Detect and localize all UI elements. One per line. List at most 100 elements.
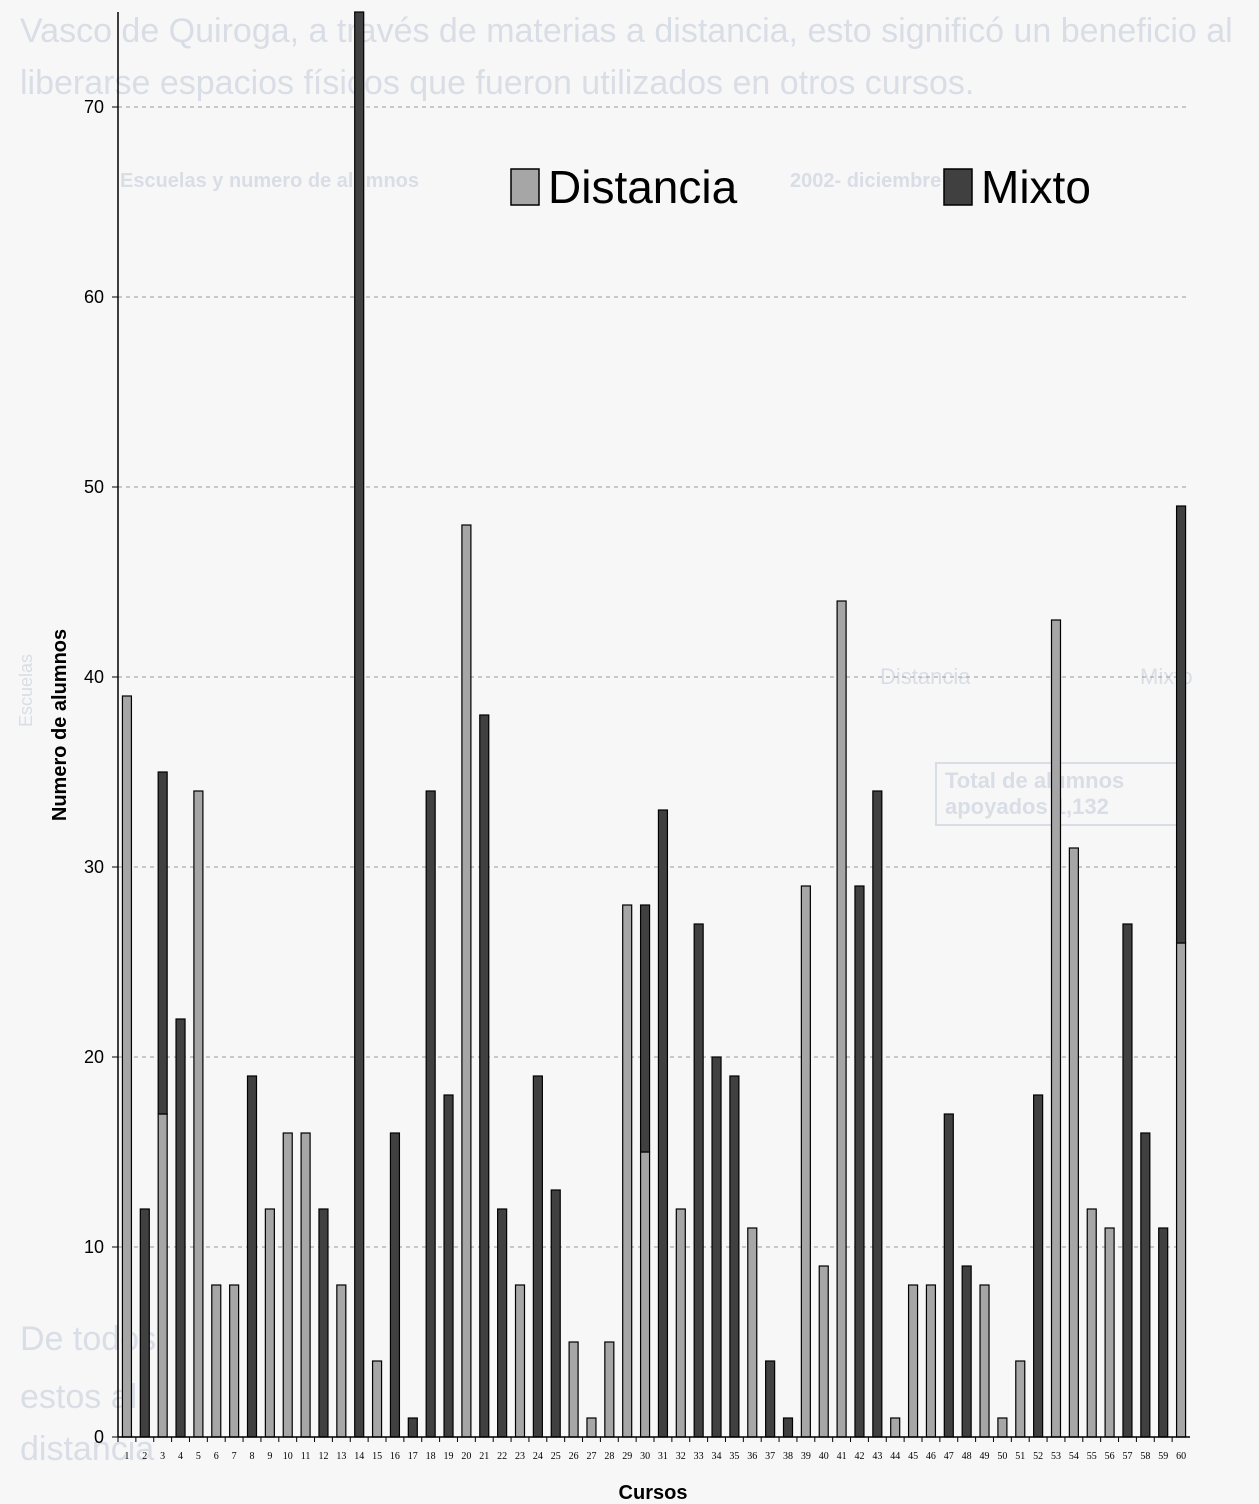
bar-mixto-4: [175, 1018, 186, 1438]
x-tick-label: 14: [354, 1451, 364, 1462]
x-tick-label: 49: [980, 1451, 990, 1462]
bar-distancia-44: [890, 1417, 901, 1438]
bar-mixto-2: [139, 1208, 150, 1438]
background-inner-chart-title-tail: 2002- diciembre: [790, 170, 942, 192]
bar-distancia-20: [461, 524, 472, 1438]
bar-distancia-45: [907, 1284, 919, 1438]
x-tick-label: 50: [997, 1451, 1007, 1462]
x-tick-label: 1: [124, 1451, 129, 1462]
bar-mixto-22: [497, 1208, 508, 1438]
bar-distancia-28: [604, 1341, 615, 1438]
x-tick-label: 11: [301, 1451, 311, 1462]
bar-mixto-52: [1033, 1094, 1044, 1438]
background-bottom-line-1: De todos: [20, 1320, 157, 1358]
x-tick-label: 20: [461, 1451, 471, 1462]
background-text-line-2: liberarse espacios físicos que fueron ut…: [20, 64, 975, 102]
x-tick-label: 53: [1051, 1451, 1061, 1462]
x-tick-label: 59: [1158, 1451, 1168, 1462]
bar-distancia-54: [1068, 847, 1079, 1438]
x-tick-label: 4: [178, 1451, 183, 1462]
x-tick-label: 58: [1140, 1451, 1150, 1462]
bar-mixto-16: [389, 1132, 401, 1438]
bar-distancia-36: [747, 1227, 758, 1438]
legend-swatch-mixto: [943, 168, 973, 206]
y-tick-label: 70: [84, 97, 104, 117]
x-tick-label: 39: [801, 1451, 811, 1462]
x-tick-label: 41: [837, 1451, 847, 1462]
x-tick-label: 16: [390, 1451, 400, 1462]
x-tick-label: 26: [569, 1451, 579, 1462]
x-tick-label: 60: [1176, 1451, 1186, 1462]
bar-mixto-30: [639, 904, 651, 1153]
x-tick-label: 36: [747, 1451, 757, 1462]
legend-swatch-distancia: [510, 168, 540, 206]
x-tick-label: 18: [426, 1451, 436, 1462]
bar-mixto-3: [157, 771, 168, 1115]
bar-mixto-57: [1122, 923, 1133, 1438]
bar-distancia-3: [157, 1113, 168, 1438]
x-tick-label: 46: [926, 1451, 936, 1462]
bar-mixto-8: [246, 1075, 258, 1438]
y-tick-label: 0: [94, 1427, 104, 1447]
bar-distancia-51: [1015, 1360, 1026, 1438]
x-tick-label: 32: [676, 1451, 686, 1462]
bar-mixto-12: [318, 1208, 329, 1438]
x-tick-label: 21: [479, 1451, 489, 1462]
bar-mixto-17: [407, 1417, 418, 1438]
x-tick-label: 52: [1033, 1451, 1043, 1462]
bar-distancia-6: [211, 1284, 222, 1438]
bar-distancia-40: [818, 1265, 829, 1438]
bar-mixto-24: [532, 1075, 543, 1438]
x-tick-label: 22: [497, 1451, 507, 1462]
x-tick-label: 51: [1015, 1451, 1025, 1462]
x-tick-label: 8: [250, 1451, 255, 1462]
x-tick-label: 10: [283, 1451, 293, 1462]
x-tick-label: 55: [1087, 1451, 1097, 1462]
bar-mixto-14: [354, 11, 365, 1438]
x-tick-label: 47: [944, 1451, 954, 1462]
bar-mixto-58: [1140, 1132, 1151, 1438]
bar-distancia-13: [336, 1284, 347, 1438]
x-tick-label: 34: [712, 1451, 722, 1462]
bar-mixto-59: [1158, 1227, 1169, 1438]
x-tick-label: 23: [515, 1451, 525, 1462]
y-axis-label: Numero de alumnos: [49, 629, 71, 821]
y-tick-label: 30: [84, 857, 104, 877]
bar-distancia-27: [586, 1417, 597, 1438]
bar-mixto-25: [550, 1189, 561, 1438]
bar-distancia-53: [1050, 619, 1062, 1438]
bar-distancia-10: [282, 1132, 293, 1438]
bar-distancia-32: [675, 1208, 686, 1438]
bar-distancia-56: [1104, 1227, 1115, 1438]
bar-distancia-60: [1175, 942, 1187, 1438]
axes: [117, 12, 1190, 1438]
bar-distancia-15: [371, 1360, 383, 1438]
x-tick-label: 33: [694, 1451, 704, 1462]
background-text-line-1: Vasco de Quiroga, a través de materias a…: [20, 12, 1233, 50]
bar-mixto-34: [711, 1056, 722, 1438]
bar-distancia-49: [979, 1284, 990, 1438]
legend-label-distancia: Distancia: [548, 161, 738, 213]
y-tick-label: 50: [84, 477, 104, 497]
legend-label-mixto: Mixto: [981, 161, 1091, 213]
gridlines: [118, 106, 1190, 1248]
bar-distancia-26: [568, 1341, 579, 1438]
x-tick-label: 25: [551, 1451, 561, 1462]
bar-mixto-43: [872, 790, 883, 1438]
x-tick-label: 29: [622, 1451, 632, 1462]
bar-distancia-1: [121, 695, 133, 1438]
bars: [121, 11, 1187, 1438]
bar-distancia-46: [925, 1284, 937, 1438]
x-tick-label: 45: [908, 1451, 918, 1462]
bar-distancia-41: [836, 600, 847, 1438]
y-tick-label: 10: [84, 1237, 104, 1257]
x-tick-label: 35: [729, 1451, 739, 1462]
bar-mixto-35: [729, 1075, 740, 1438]
x-tick-label: 28: [604, 1451, 614, 1462]
background-inner-chart-title: Escuelas y numero de alumnos: [120, 170, 419, 192]
x-tick-label: 31: [658, 1451, 668, 1462]
x-tick-label: 3: [160, 1451, 165, 1462]
bar-mixto-21: [479, 714, 490, 1438]
bar-mixto-37: [765, 1360, 776, 1438]
